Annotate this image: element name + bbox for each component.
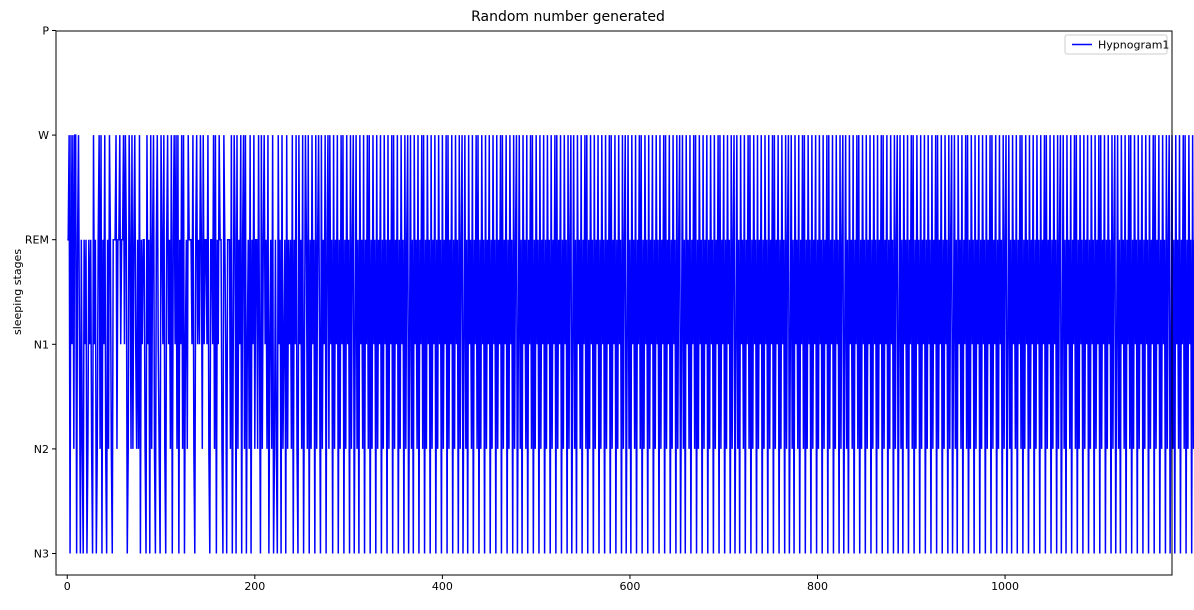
y-tick-label: REM xyxy=(25,234,49,247)
legend: Hypnogram1 xyxy=(1064,34,1169,55)
axis-ticks: 0 200 400 600 800 1000 N3 N2 N1 REM W P xyxy=(25,25,1019,594)
x-tick-label: 0 xyxy=(64,580,71,593)
y-tick-label: N2 xyxy=(34,443,49,456)
x-tick-label: 800 xyxy=(807,580,828,593)
y-tick-label: P xyxy=(42,25,49,38)
legend-box xyxy=(1064,34,1168,55)
y-tick-label: N1 xyxy=(34,338,49,351)
y-axis-label: sleeping stages xyxy=(11,249,24,335)
plot-frame xyxy=(55,30,1173,576)
chart-title: Random number generated xyxy=(471,9,665,25)
series-line-hypnogram1 xyxy=(67,134,1194,554)
legend-label-hypnogram1: Hypnogram1 xyxy=(1098,39,1169,52)
series-group xyxy=(67,134,1194,554)
x-tick-label: 200 xyxy=(244,580,265,593)
y-tick-label: N3 xyxy=(34,548,49,561)
x-tick-label: 400 xyxy=(432,580,453,593)
x-tick-label: 600 xyxy=(619,580,640,593)
x-tick-label: 1000 xyxy=(991,580,1019,593)
y-tick-label: W xyxy=(38,129,49,142)
